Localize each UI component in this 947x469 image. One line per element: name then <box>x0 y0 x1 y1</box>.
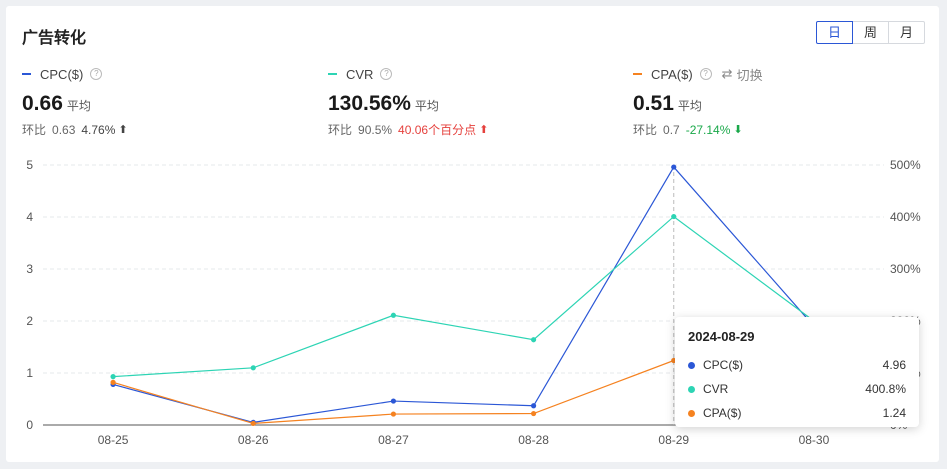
x-tick-label: 08-26 <box>238 433 269 447</box>
avg-label: 平均 <box>66 99 91 113</box>
metric-name: CPA($) <box>651 66 693 82</box>
switch-label: 切换 <box>736 67 763 83</box>
series-line-cvr <box>113 215 815 378</box>
x-tick-label: 08-28 <box>518 433 549 447</box>
compare-percent: -27.14% <box>685 122 731 137</box>
tooltip-series-name: CPC($) <box>703 358 744 372</box>
switch-metric-button[interactable]: ⇄ 切换 <box>722 65 763 84</box>
help-icon[interactable]: ? <box>380 68 393 80</box>
period-toggle: 日 周 月 <box>816 21 925 44</box>
x-tick-label: 08-29 <box>658 433 689 447</box>
y-left-tick-label: 4 <box>26 210 33 224</box>
data-point-cvr <box>530 337 537 343</box>
period-month-button[interactable]: 月 <box>888 21 925 44</box>
compare-value: 90.5% <box>358 122 393 137</box>
metric-name: CPC($) <box>40 66 84 82</box>
avg-label: 平均 <box>677 99 702 113</box>
compare-percent: 4.76% <box>81 122 116 137</box>
compare-percent: 40.06个百分点 <box>398 123 477 137</box>
help-icon[interactable]: ? <box>90 68 103 80</box>
card-title: 广告转化 <box>22 30 87 47</box>
compare-value: 0.7 <box>663 122 680 137</box>
data-point-cpa <box>530 410 537 417</box>
chart-tooltip: 2024-08-29 CPC($) 4.96 CVR 400.8% CPA($)… <box>675 317 919 427</box>
data-point-cpa <box>110 379 116 385</box>
data-point-cpa <box>390 411 397 417</box>
tooltip-series-value: 400.8% <box>865 382 906 396</box>
metric-value: 0.51 <box>633 92 674 115</box>
data-point-cvr <box>390 312 397 318</box>
tooltip-date: 2024-08-29 <box>688 329 755 344</box>
x-tick-label: 08-30 <box>799 433 830 447</box>
metric-value: 0.66 <box>22 92 63 115</box>
help-icon[interactable]: ? <box>699 68 712 80</box>
tooltip-series-name: CVR <box>703 382 729 396</box>
period-day-button[interactable]: 日 <box>816 21 853 44</box>
data-point-cvr <box>250 365 256 371</box>
y-left-tick-label: 1 <box>26 366 33 380</box>
series-dot <box>688 409 695 417</box>
compare-label: 环比 <box>328 123 353 137</box>
tooltip-row-cpc: CPC($) 4.96 <box>688 353 906 377</box>
arrow-down-icon: ⬇ <box>733 124 743 136</box>
y-right-tick-label: 400% <box>890 210 921 224</box>
cvr-legend-swatch <box>328 73 337 75</box>
tooltip-row-cvr: CVR 400.8% <box>688 377 906 401</box>
metric-cpc: CPC($) ? 0.66 平均 环比 0.63 4.76% ⬆ <box>22 64 128 138</box>
data-point-cpc <box>390 398 397 404</box>
compare-label: 环比 <box>22 123 47 137</box>
data-point-cpc <box>671 164 677 170</box>
metric-value: 130.56% <box>328 92 411 115</box>
arrow-up-icon: ⬆ <box>479 124 489 136</box>
tooltip-series-value: 4.96 <box>882 358 906 372</box>
series-dot <box>688 361 695 369</box>
y-right-tick-label: 300% <box>890 262 921 276</box>
x-tick-label: 08-27 <box>378 433 409 447</box>
avg-label: 平均 <box>414 99 439 113</box>
y-right-tick-label: 500% <box>890 158 921 172</box>
cpa-legend-swatch <box>633 73 642 75</box>
compare-label: 环比 <box>633 123 658 137</box>
swap-icon: ⇄ <box>721 66 733 81</box>
tooltip-series-name: CPA($) <box>703 406 742 420</box>
metric-name: CVR <box>346 66 374 82</box>
data-point-cvr <box>671 213 677 220</box>
data-point-cvr <box>110 374 116 380</box>
series-dot <box>688 385 695 393</box>
compare-value: 0.63 <box>52 122 76 137</box>
arrow-up-icon: ⬆ <box>118 124 128 136</box>
tooltip-row-cpa: CPA($) 1.24 <box>688 401 906 425</box>
y-left-tick-label: 0 <box>26 418 33 432</box>
data-point-cpc <box>530 403 537 409</box>
cpc-legend-swatch <box>22 73 31 75</box>
y-left-tick-label: 5 <box>26 158 33 172</box>
ad-conversion-card: 广告转化 日 周 月 CPC($) ? 0.66 平均 环比 0.63 4.76… <box>6 6 939 462</box>
metric-cvr: CVR ? 130.56% 平均 环比 90.5% 40.06个百分点 ⬆ <box>328 64 488 138</box>
y-left-tick-label: 3 <box>26 262 33 276</box>
data-point-cpa <box>250 420 256 427</box>
tooltip-series-value: 1.24 <box>882 406 906 420</box>
x-tick-label: 08-25 <box>98 433 129 447</box>
y-left-tick-label: 2 <box>26 314 33 328</box>
metric-cpa: CPA($) ? ⇄ 切换 0.51 平均 环比 0.7 -27.14% ⬇ <box>633 64 763 138</box>
